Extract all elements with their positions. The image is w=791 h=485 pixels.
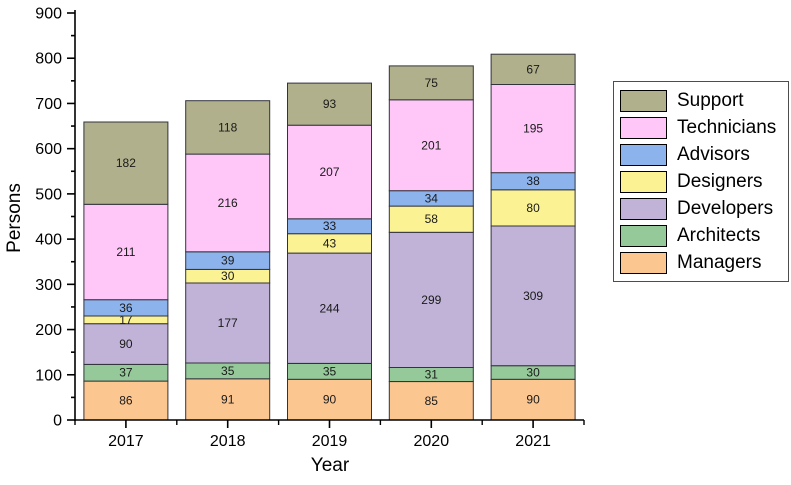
legend-label: Developers bbox=[677, 198, 774, 219]
bar-segment-label: 195 bbox=[523, 122, 543, 136]
y-tick-label: 700 bbox=[35, 96, 62, 113]
bar-segment-label: 35 bbox=[323, 364, 337, 378]
bar-segment-label: 67 bbox=[526, 62, 540, 76]
legend-item-support: Support bbox=[620, 87, 782, 114]
bar-segment-label: 216 bbox=[218, 196, 238, 210]
legend-swatch-architects bbox=[620, 224, 667, 247]
bar-segment-2021-technicians bbox=[490, 84, 576, 174]
bar-segment-label: 309 bbox=[523, 289, 543, 303]
y-tick-label: 0 bbox=[53, 413, 62, 430]
bar-segment-label: 30 bbox=[526, 366, 540, 380]
legend-swatch-advisors bbox=[620, 143, 667, 166]
bar-segment-label: 38 bbox=[526, 174, 540, 188]
legend-label: Managers bbox=[677, 252, 762, 273]
bar-segment-label: 86 bbox=[119, 394, 133, 408]
bar-segment-label: 182 bbox=[116, 156, 136, 170]
legend-item-architects: Architects bbox=[620, 222, 782, 249]
bar-segment-2018-technicians bbox=[185, 153, 271, 253]
bar-segment-2020-support bbox=[388, 65, 474, 101]
bar-segment-label: 93 bbox=[323, 97, 337, 111]
legend-swatch-technicians bbox=[620, 116, 667, 139]
bar-segment-label: 39 bbox=[221, 254, 235, 268]
legend-item-managers: Managers bbox=[620, 249, 782, 276]
x-tick-label: 2021 bbox=[515, 433, 551, 450]
bar-segment-2017-managers bbox=[83, 380, 169, 421]
bar-segment-label: 90 bbox=[119, 337, 133, 351]
bar-segment-label: 36 bbox=[119, 301, 133, 315]
legend-item-advisors: Advisors bbox=[620, 141, 782, 168]
bar-segment-label: 85 bbox=[425, 394, 439, 408]
y-tick-label: 300 bbox=[35, 277, 62, 294]
y-tick-label: 100 bbox=[35, 367, 62, 384]
bar-segment-2021-designers bbox=[490, 189, 576, 227]
chart-legend: Support Technicians Advisors Designers Devel… bbox=[613, 81, 789, 282]
y-tick-label: 800 bbox=[35, 51, 62, 68]
bar-segment-label: 34 bbox=[425, 191, 439, 205]
bar-segment-label: 211 bbox=[116, 245, 135, 259]
bar-segment-2020-managers bbox=[388, 381, 474, 421]
y-tick-label: 400 bbox=[35, 232, 62, 249]
bar-segment-label: 299 bbox=[421, 293, 441, 307]
bar-segment-label: 90 bbox=[526, 393, 540, 407]
bar-segment-2019-developers bbox=[287, 252, 372, 364]
bar-segment-2021-developers bbox=[490, 225, 576, 367]
x-tick-label: 2017 bbox=[108, 433, 144, 450]
x-tick-label: 2019 bbox=[312, 433, 348, 450]
bar-segment-label: 43 bbox=[323, 236, 337, 250]
bar-segment-label: 35 bbox=[221, 364, 235, 378]
legend-item-developers: Developers bbox=[620, 195, 782, 222]
bar-segment-label: 31 bbox=[425, 368, 439, 382]
legend-swatch-designers bbox=[620, 170, 667, 193]
legend-item-technicians: Technicians bbox=[620, 114, 782, 141]
legend-label: Advisors bbox=[677, 144, 750, 165]
bar-segment-label: 90 bbox=[323, 393, 337, 407]
y-tick-label: 200 bbox=[35, 322, 62, 339]
legend-swatch-support bbox=[620, 89, 667, 112]
bar-segment-label: 207 bbox=[319, 165, 339, 179]
bar-segment-2017-technicians bbox=[83, 203, 169, 301]
y-tick-label: 500 bbox=[35, 186, 62, 203]
legend-swatch-developers bbox=[620, 197, 667, 220]
bar-segment-2019-support bbox=[287, 82, 372, 126]
bar-segment-label: 37 bbox=[119, 366, 133, 380]
x-tick-label: 2018 bbox=[210, 433, 246, 450]
legend-item-designers: Designers bbox=[620, 168, 782, 195]
bar-segment-label: 30 bbox=[221, 269, 235, 283]
legend-label: Support bbox=[677, 90, 744, 111]
bars-layer: 8637901736211182913517730392161189035244… bbox=[83, 53, 576, 421]
bar-segment-label: 58 bbox=[425, 212, 439, 226]
y-tick-label: 600 bbox=[35, 141, 62, 158]
legend-label: Architects bbox=[677, 225, 761, 246]
bar-segment-label: 118 bbox=[218, 120, 237, 134]
bar-segment-label: 201 bbox=[421, 138, 441, 152]
y-axis-title: Persons bbox=[4, 183, 25, 253]
legend-label: Designers bbox=[677, 171, 763, 192]
bar-segment-label: 177 bbox=[218, 316, 238, 330]
bar-segment-label: 244 bbox=[319, 301, 339, 315]
x-tick-label: 2020 bbox=[414, 433, 450, 450]
bar-segment-2021-support bbox=[490, 53, 576, 85]
bar-segment-label: 91 bbox=[221, 392, 235, 406]
bar-segment-2018-support bbox=[185, 100, 271, 155]
bar-segment-2020-technicians bbox=[388, 99, 474, 192]
x-axis-title: Year bbox=[311, 455, 350, 476]
y-tick-label: 900 bbox=[35, 6, 62, 23]
bar-segment-2021-managers bbox=[490, 378, 576, 421]
bar-segment-label: 75 bbox=[425, 76, 439, 90]
legend-swatch-managers bbox=[620, 251, 667, 274]
legend-label: Technicians bbox=[677, 117, 777, 138]
bar-segment-2017-developers bbox=[83, 323, 169, 365]
bar-segment-2018-developers bbox=[185, 282, 271, 364]
bar-segment-2020-designers bbox=[388, 205, 474, 233]
bar-segment-2020-developers bbox=[388, 231, 474, 368]
bar-segment-label: 33 bbox=[323, 219, 337, 233]
bar-segment-label: 80 bbox=[526, 201, 540, 215]
bar-segment-2019-managers bbox=[287, 378, 372, 421]
bar-segment-2017-support bbox=[83, 121, 169, 205]
